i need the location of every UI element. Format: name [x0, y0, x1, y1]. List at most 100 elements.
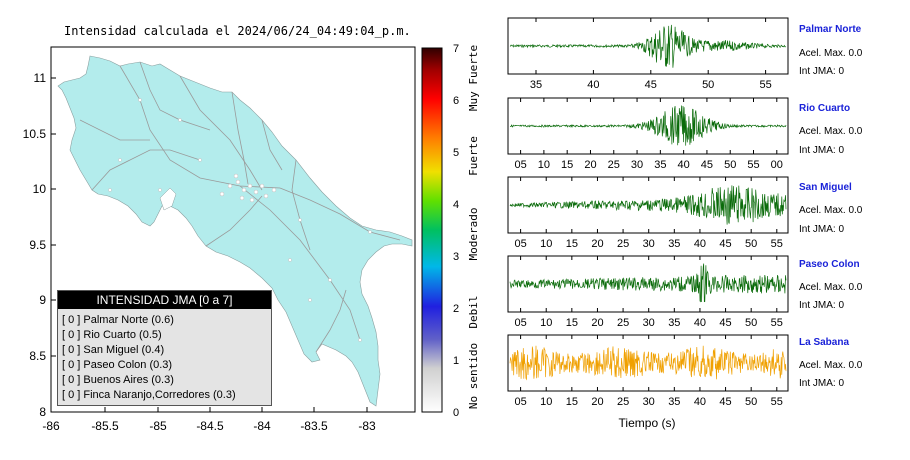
waveform-tick-label: 30	[643, 396, 655, 408]
waveform-tick-label: 30	[643, 317, 655, 329]
colorbar-ticks: 7 6 5 4 3 2 1 0	[453, 43, 459, 419]
waveform-tick-label: 55	[747, 159, 759, 171]
waveform-trace	[509, 263, 787, 303]
colorbar-tick: 4	[453, 199, 459, 211]
map-x-tick: -83.5	[300, 419, 328, 433]
colorbar-tick: 0	[453, 407, 459, 419]
legend-list: [ 0 ] Palmar Norte (0.6) [ 0 ] Rio Cuart…	[58, 313, 271, 403]
waveform-tick-label: 45	[719, 317, 731, 329]
waveform-trace	[509, 345, 787, 381]
map-ticks	[51, 77, 368, 412]
waveform-panels: 35 40 45 50 55 05 10 15 20 25 30 35 40 45 50 55 00 05 10 15…	[507, 17, 789, 430]
legend-item: [ 0 ] Palmar Norte (0.6)	[62, 314, 174, 326]
map-y-tick: 9.5	[29, 238, 46, 252]
colorbar-categories: Muy Fuerte Fuerte Moderado Debil No sent…	[467, 45, 480, 409]
waveform-trace	[509, 185, 787, 225]
station-name: Rio Cuarto	[799, 103, 851, 114]
map-x-tick-labels: -86 -85.5 -85 -84.5 -84 -83.5 -83	[42, 419, 376, 433]
station-intensity: Int JMA: 0	[799, 145, 845, 156]
station-intensity: Int JMA: 0	[799, 224, 845, 235]
waveform-tick-label: 05	[514, 159, 526, 171]
colorbar-tick: 3	[453, 251, 459, 263]
waveform-tick-label: 45	[701, 159, 713, 171]
waveform-tick-label: 15	[561, 159, 573, 171]
waveform-tick-label: 30	[631, 159, 643, 171]
road-network	[79, 61, 401, 353]
waveform-tick-label: 50	[745, 396, 757, 408]
map-y-tick: 9	[39, 293, 46, 307]
colorbar-tick: 7	[453, 43, 459, 55]
waveform-tick-label: 35	[654, 159, 666, 171]
category-label: Debil	[467, 295, 480, 328]
station-name: Palmar Norte	[799, 24, 862, 35]
waveform-tick-label: 45	[645, 79, 657, 91]
waveform-trace	[509, 105, 787, 146]
waveform-tick-label: 20	[591, 396, 603, 408]
waveform-tick-label: 45	[719, 396, 731, 408]
waveform-frame	[507, 334, 789, 392]
station-accel: Acel. Max. 0.0	[799, 282, 863, 293]
waveform-tick-label: 55	[771, 396, 783, 408]
town-markers	[108, 98, 372, 342]
station-intensity: Int JMA: 0	[799, 66, 845, 77]
waveform-tick-label: 15	[566, 238, 578, 250]
waveform-tick-label: 55	[771, 317, 783, 329]
waveform-tick-label: 40	[694, 317, 706, 329]
station-accel: Acel. Max. 0.0	[799, 205, 863, 216]
waveform-tick-label: 20	[584, 159, 596, 171]
waveform-tick-label: 40	[694, 396, 706, 408]
waveform-tick-label: 35	[530, 79, 542, 91]
waveform-tick-label: 50	[745, 238, 757, 250]
station-intensity: Int JMA: 0	[799, 378, 845, 389]
colorbar-tick: 2	[453, 303, 459, 315]
station-intensity: Int JMA: 0	[799, 300, 845, 311]
waveform-tick-label: 05	[514, 238, 526, 250]
waveform-tick-label: 15	[566, 317, 578, 329]
colorbar-tick: 6	[453, 95, 459, 107]
waveform-tick-label: 50	[702, 79, 714, 91]
legend-item: [ 0 ] Paseo Colon (0.3)	[62, 359, 173, 371]
gulf-water	[159, 187, 177, 211]
map-y-tick: 8.5	[29, 349, 46, 363]
colorbar-tick: 1	[453, 355, 459, 367]
land-shape	[57, 55, 413, 407]
waveform-tick-label: 35	[668, 238, 680, 250]
station-accel: Acel. Max. 0.0	[799, 126, 863, 137]
waveform-tick-label: 30	[643, 238, 655, 250]
station-name: La Sabana	[799, 337, 850, 348]
station-accel: Acel. Max. 0.0	[799, 48, 863, 59]
station-name: Paseo Colon	[799, 259, 860, 270]
waveform-tick-label: 05	[514, 317, 526, 329]
waveform-tick-label: 55	[759, 79, 771, 91]
legend-title: INTENSIDAD JMA [0 a 7]	[58, 291, 271, 309]
waveform-tick-label: 25	[617, 317, 629, 329]
map-y-tick-labels: 11 10.5 10 9.5 9 8.5 8	[23, 71, 47, 419]
map-y-tick: 11	[34, 71, 47, 85]
intensity-legend: INTENSIDAD JMA [0 a 7] [ 0 ] Palmar Nort…	[57, 290, 272, 406]
intensity-colorbar: 7 6 5 4 3 2 1 0 Muy Fuerte Fuerte Modera…	[421, 43, 480, 419]
waveform-xlabel: Tiempo (s)	[619, 416, 676, 430]
waveform-tick-label: 25	[617, 238, 629, 250]
map-x-tick: -85.5	[91, 419, 119, 433]
waveform-tick-label: 50	[724, 159, 736, 171]
map-y-tick: 10.5	[23, 127, 47, 141]
waveform-tick-label: 25	[608, 159, 620, 171]
waveform-tick-label: 00	[771, 159, 783, 171]
waveform-tick-label: 10	[540, 238, 552, 250]
waveform-tick-label: 55	[771, 238, 783, 250]
waveform-tick-label: 35	[668, 317, 680, 329]
waveform-tick-label: 05	[514, 396, 526, 408]
map-x-tick: -86	[42, 419, 60, 433]
category-label: Moderado	[467, 208, 480, 261]
waveform-tick-label: 40	[587, 79, 599, 91]
waveform-trace	[509, 24, 787, 68]
station-name: San Miguel	[799, 182, 852, 193]
category-label: No sentido	[467, 343, 480, 409]
waveform-tick-label: 20	[591, 317, 603, 329]
waveform-tick-label: 10	[538, 159, 550, 171]
map-title: Intensidad calculada el 2024/06/24_04:49…	[64, 24, 411, 38]
map-x-tick: -84	[253, 419, 271, 433]
waveform-tick-label: 35	[668, 396, 680, 408]
colorbar-tick: 5	[453, 147, 459, 159]
map-y-tick: 10	[33, 182, 47, 196]
